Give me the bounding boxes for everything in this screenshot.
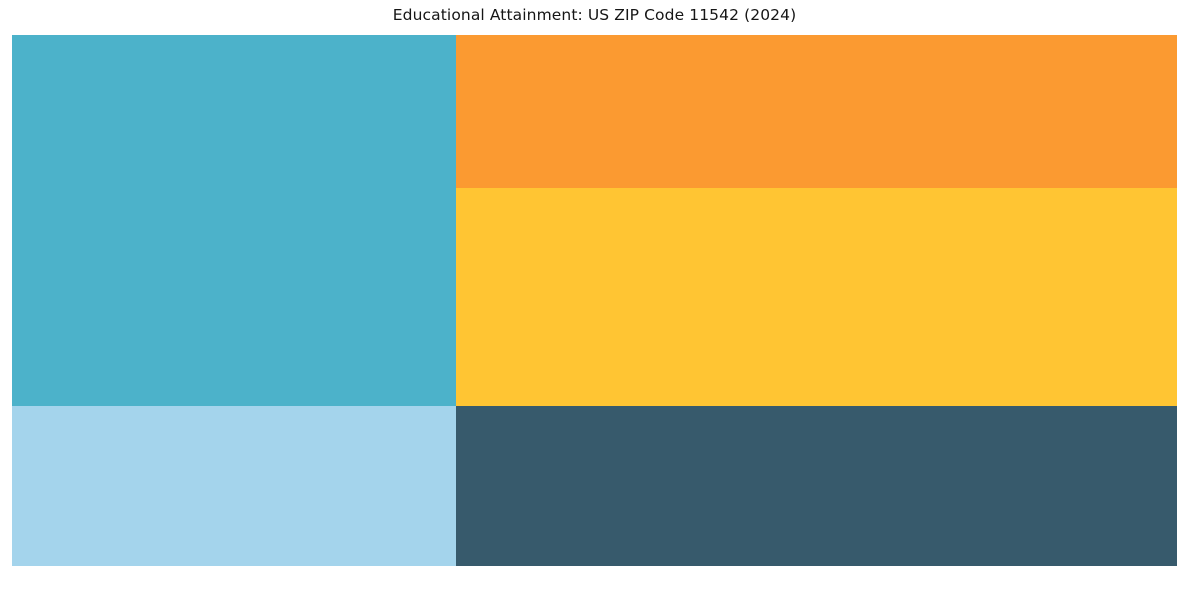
chart-title: Educational Attainment: US ZIP Code 1154… (392, 6, 797, 24)
treemap-tile-some-college-no-degree[interactable]: Some college, no degree (455, 35, 1177, 188)
treemap-plot-area: Bachelor's degree Less than high school … (12, 35, 1177, 566)
treemap-tile-less-than-high-school[interactable]: Less than high school diploma (12, 406, 456, 566)
treemap-tile-graduate-or-professional-degree[interactable]: Graduate or professional degree (455, 187, 1177, 406)
treemap-tile-high-school-graduate[interactable]: High school graduate (or equivalent) (455, 406, 1177, 566)
treemap-tile-bachelors-degree[interactable]: Bachelor's degree (12, 35, 456, 406)
